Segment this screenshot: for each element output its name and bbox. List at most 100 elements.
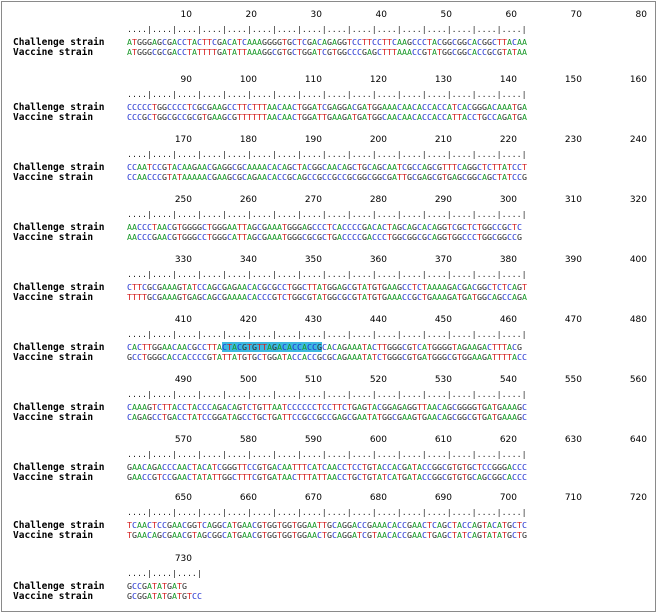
position-number: 260: [239, 195, 257, 205]
position-number: 640: [629, 435, 647, 445]
position-ruler: ....|....|....|....|....|....|....|....|…: [127, 507, 527, 517]
position-number: 20: [245, 10, 257, 20]
position-number: 560: [629, 375, 647, 385]
challenge-sequence: ATGGGAGCGACCTACTTCGACATCAAAGGGGTGCTCGACA…: [127, 37, 527, 47]
position-number: 80: [635, 10, 647, 20]
position-number: 610: [434, 435, 452, 445]
challenge-strain-label: Challenge strain: [13, 37, 105, 48]
challenge-strain-label: Challenge strain: [13, 162, 105, 173]
challenge-sequence: CACTTGGAACAACGCCTTACTACGTGTTAGACACCACCGC…: [127, 342, 522, 352]
position-number: 430: [304, 315, 322, 325]
position-numbers: 570 580 590 600 610 620 630 640: [127, 435, 647, 449]
challenge-strain-label: Challenge strain: [13, 342, 105, 353]
position-number: 140: [499, 75, 517, 85]
position-numbers: 490 500 510 520 530 540 550 560: [127, 375, 647, 389]
position-number: 330: [174, 255, 192, 265]
vaccine-sequence: CAGAGCCTGACCTATCCGGATAGCCTGCTGATTCCGCCGC…: [127, 412, 527, 422]
position-number: 670: [304, 493, 322, 503]
position-ruler: ....|....|....|....|....|....|....|....|…: [127, 89, 527, 99]
position-number: 540: [499, 375, 517, 385]
position-number: 700: [499, 493, 517, 503]
alignment-block: 250 260 270 280 290 300 310 320 ....|....|....|.…: [2, 195, 655, 255]
challenge-strain-label: Challenge strain: [13, 102, 105, 113]
position-numbers: 650 660 670 680 690 700 710 720: [127, 493, 647, 507]
position-number: 530: [434, 375, 452, 385]
position-number: 510: [304, 375, 322, 385]
position-number: 230: [564, 135, 582, 145]
position-number: 70: [570, 10, 582, 20]
position-number: 590: [304, 435, 322, 445]
vaccine-strain-label: Vaccine strain: [13, 292, 94, 303]
challenge-strain-label: Challenge strain: [13, 520, 105, 531]
position-number: 600: [369, 435, 387, 445]
position-number: 40: [375, 10, 387, 20]
vaccine-strain-label: Vaccine strain: [13, 591, 94, 602]
challenge-strain-label: Challenge strain: [13, 222, 105, 233]
position-number: 250: [174, 195, 192, 205]
position-number: 220: [499, 135, 517, 145]
challenge-strain-label: Challenge strain: [13, 282, 105, 293]
position-number: 310: [564, 195, 582, 205]
position-number: 420: [239, 315, 257, 325]
position-numbers: 90 100 110 120 130 140 150 160: [127, 75, 647, 89]
alignment-block: 90 100 110 120 130 140 150 160 ....|....|....|..…: [2, 75, 655, 135]
position-number: 720: [629, 493, 647, 503]
position-number: 620: [499, 435, 517, 445]
position-number: 660: [239, 493, 257, 503]
challenge-sequence: TCAACTCCGAACGGTCAGGCATGAACGTGGTGGTGGAATT…: [127, 520, 527, 530]
position-number: 30: [310, 10, 322, 20]
position-number: 110: [304, 75, 322, 85]
vaccine-sequence: GAACCGTCCGAACTATATTGGCTTTCGTGATAACTTTATT…: [127, 472, 527, 482]
position-number: 280: [369, 195, 387, 205]
position-number: 60: [505, 10, 517, 20]
vaccine-strain-label: Vaccine strain: [13, 412, 94, 423]
vaccine-strain-label: Vaccine strain: [13, 112, 94, 123]
position-number: 370: [434, 255, 452, 265]
challenge-strain-label: Challenge strain: [13, 462, 105, 473]
challenge-sequence: GAACAGACCCAACTACATCGGGTTCCGTGACAATTTCATC…: [127, 462, 527, 472]
alignment-block: 10 20 30 40 50 60 70 80 ....|....|....|....|....…: [2, 10, 655, 70]
position-ruler: ....|....|....|: [127, 568, 202, 578]
position-number: 290: [434, 195, 452, 205]
vaccine-strain-label: Vaccine strain: [13, 232, 94, 243]
position-number: 340: [239, 255, 257, 265]
position-number: 550: [564, 375, 582, 385]
alignment-block: 730 ....|....|....| Challenge strain Vaccin…: [2, 554, 655, 611]
alignment-block: 490 500 510 520 530 540 550 560 ....|....|....|.…: [2, 375, 655, 435]
position-number: 210: [434, 135, 452, 145]
position-number: 10: [180, 10, 192, 20]
vaccine-sequence: GCGGATATGATGTCC: [127, 591, 202, 601]
vaccine-sequence: GCCTGGGCACCACCCCGTATTATGTGCTGGATACCACCGC…: [127, 352, 527, 362]
position-number: 450: [434, 315, 452, 325]
position-number: 570: [174, 435, 192, 445]
position-number: 160: [629, 75, 647, 85]
vaccine-sequence: AACCCGAACGTGGGCCTGGGCATTAGCGAAATGGGCGCGC…: [127, 232, 522, 242]
position-number: 300: [499, 195, 517, 205]
position-number: 680: [369, 493, 387, 503]
position-number: 380: [499, 255, 517, 265]
position-number: 180: [239, 135, 257, 145]
challenge-sequence: GCCGATATGATG: [127, 581, 187, 591]
position-number: 690: [434, 493, 452, 503]
position-ruler: ....|....|....|....|....|....|....|....|…: [127, 269, 527, 279]
vaccine-strain-label: Vaccine strain: [13, 47, 94, 58]
alignment-block: 570 580 590 600 610 620 630 640 ....|....|....|.…: [2, 435, 655, 495]
position-number: 730: [174, 554, 192, 564]
alignment-block: 410 420 430 440 450 460 470 480 ....|....|....|.…: [2, 315, 655, 375]
position-ruler: ....|....|....|....|....|....|....|....|…: [127, 449, 527, 459]
position-numbers: 730: [127, 554, 647, 568]
position-ruler: ....|....|....|....|....|....|....|....|…: [127, 209, 527, 219]
alignment-block: 170 180 190 200 210 220 230 240 ....|....|....|.…: [2, 135, 655, 195]
position-number: 470: [564, 315, 582, 325]
position-number: 190: [304, 135, 322, 145]
position-number: 460: [499, 315, 517, 325]
vaccine-sequence: TTTTGCGAAAGTGAGCAGCGAAAACACCCGTCTGGCGTAT…: [127, 292, 527, 302]
vaccine-strain-label: Vaccine strain: [13, 172, 94, 183]
vaccine-strain-label: Vaccine strain: [13, 530, 94, 541]
challenge-strain-label: Challenge strain: [13, 402, 105, 413]
vaccine-sequence: ATGGGCGCGACCTATTTTGATATTAAAGGCGTGCTGGATC…: [127, 47, 527, 57]
vaccine-sequence: CCCGCTGGCGCCGCGTGAAGCGTTTTTTAACAACTGGATT…: [127, 112, 527, 122]
position-number: 650: [174, 493, 192, 503]
position-ruler: ....|....|....|....|....|....|....|....|…: [127, 24, 527, 34]
